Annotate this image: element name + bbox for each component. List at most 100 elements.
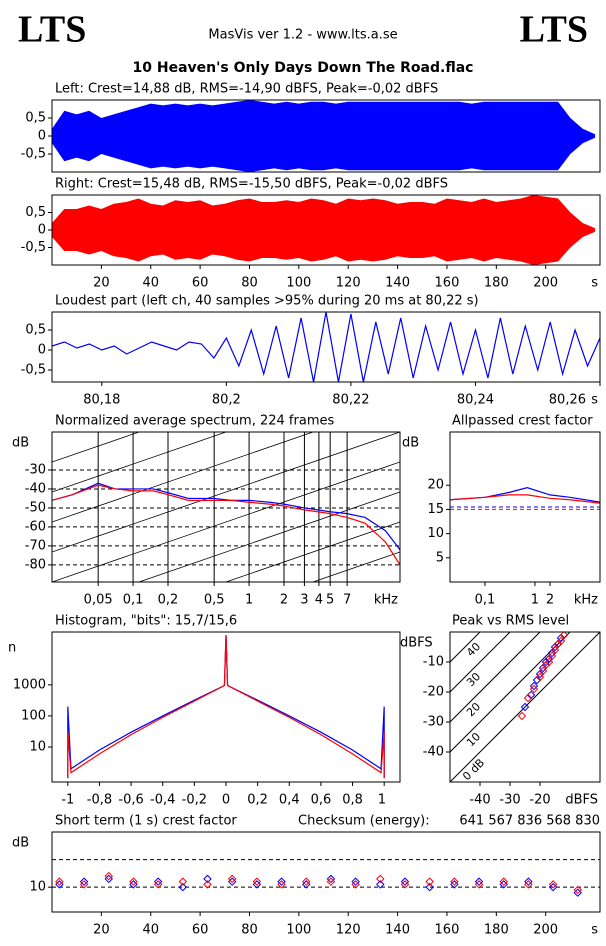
point	[79, 877, 89, 886]
y-tick-label: 0	[38, 129, 46, 144]
plot-area	[450, 487, 600, 510]
x-tick-label: 180	[484, 923, 509, 938]
checksum: 641 567 836 568 830	[459, 814, 600, 829]
series-line	[450, 494, 600, 504]
x-tick-label: 200	[533, 276, 558, 291]
diagonal-grid	[52, 432, 315, 523]
x-tick-label: 20	[93, 276, 110, 291]
point	[559, 632, 569, 640]
plot-frame	[449, 431, 601, 583]
x-tick-label: 0,05	[84, 593, 113, 608]
point	[178, 877, 188, 886]
x-tick-label: 60	[192, 276, 209, 291]
x-tick-label: 100	[286, 923, 311, 938]
y-tick-label: -10	[423, 655, 444, 670]
series-line	[52, 484, 400, 566]
checksum-label: Checksum (energy):	[298, 814, 430, 829]
diagonal-label: 20	[464, 700, 483, 719]
file-name: 10 Heaven's Only Days Down The Road.flac	[133, 60, 474, 76]
x-tick-label: -30	[499, 793, 520, 808]
plot-area	[52, 859, 600, 897]
x-tick-label: 60	[192, 923, 209, 938]
x-tick-label: 140	[385, 276, 410, 291]
x-tick-label: 140	[385, 923, 410, 938]
x-tick-label: 160	[435, 276, 460, 291]
diagonal-grid	[52, 432, 141, 463]
y-tick-label: 15	[427, 502, 444, 517]
point	[550, 645, 560, 655]
point	[450, 880, 459, 889]
point	[573, 885, 583, 895]
point	[532, 675, 542, 685]
x-tick-label: -0,8	[87, 793, 112, 808]
panel-title: Loudest part (left ch, 40 samples >95% d…	[55, 294, 479, 309]
x-tick-label: 7	[343, 593, 351, 608]
plot-frame	[51, 631, 401, 783]
panel-title: Short term (1 s) crest factor	[55, 814, 237, 829]
y-tick-label: -30	[25, 462, 46, 477]
x-tick-label: 20	[93, 923, 110, 938]
y-tick-label: -40	[25, 481, 46, 496]
x-tick-label: 0	[222, 793, 230, 808]
diagonal-grid	[52, 612, 400, 732]
panel-title: Peak vs RMS level	[452, 614, 569, 629]
y-tick-label: -70	[25, 538, 46, 553]
y-tick-label: 1000	[13, 677, 46, 692]
point	[529, 684, 539, 694]
diagonal	[450, 632, 511, 693]
diagonal-label: 0 dB	[460, 756, 487, 783]
x-tick-label: 180	[484, 276, 509, 291]
y-axis-label: dB	[12, 436, 29, 451]
diagonal-grid	[52, 432, 228, 493]
diagonal-grid	[137, 491, 400, 582]
y-tick-label: -40	[423, 745, 444, 760]
point	[153, 877, 163, 886]
point	[55, 877, 64, 886]
point	[548, 882, 558, 892]
y-tick-label: 0,5	[25, 205, 46, 220]
point	[499, 877, 508, 886]
plot-frame	[51, 431, 401, 583]
x-tick-label: 120	[336, 276, 361, 291]
plot-frame	[51, 99, 601, 173]
y-tick-label: -30	[423, 715, 444, 730]
point	[351, 877, 360, 886]
point	[104, 874, 114, 884]
app-name: MasVis ver 1.2 - www.lts.a.se	[208, 28, 397, 43]
diagonal-grid	[311, 551, 400, 582]
y-axis-label: n	[8, 641, 16, 656]
y-tick-label: 0	[38, 343, 46, 358]
diagonal	[450, 632, 481, 663]
point	[474, 880, 484, 889]
x-tick-label: 120	[336, 923, 361, 938]
logo: LTS	[18, 9, 86, 51]
diagonal-label: 30	[464, 670, 483, 689]
y-tick-label: 10	[29, 740, 46, 755]
point	[277, 877, 286, 886]
y-tick-label: -80	[25, 557, 46, 572]
diagonal-label: 10	[464, 730, 483, 749]
diagonal	[450, 632, 571, 753]
x-tick-label: 0,8	[342, 793, 363, 808]
panel-title: Right: Crest=15,48 dB, RMS=-15,50 dBFS, …	[55, 177, 448, 192]
series-line	[52, 312, 600, 382]
x-tick-label: 0,6	[311, 793, 332, 808]
plot-frame	[51, 831, 601, 913]
x-tick-label: 80,26	[549, 393, 586, 408]
x-tick-label: 40	[142, 276, 159, 291]
point	[252, 880, 262, 889]
point	[302, 880, 311, 889]
point	[203, 874, 212, 884]
point	[400, 877, 410, 886]
x-tick-label: 80,22	[332, 393, 369, 408]
x-tick-label: 0,1	[475, 593, 496, 608]
plot-area	[52, 432, 400, 732]
y-tick-label: 0,5	[25, 111, 46, 126]
point	[79, 880, 89, 889]
point	[541, 660, 551, 670]
series-line	[67, 634, 385, 779]
point	[524, 880, 533, 889]
y-tick-label: 10	[29, 880, 46, 895]
point	[556, 636, 566, 646]
x-axis-unit: s	[591, 923, 598, 938]
